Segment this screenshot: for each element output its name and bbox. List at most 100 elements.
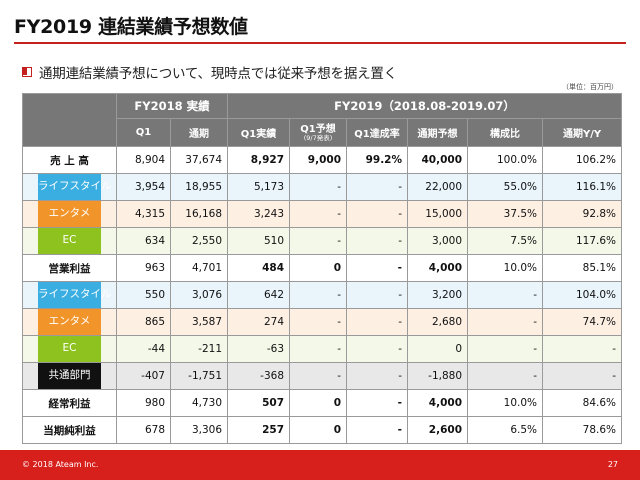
cell: - [346,200,409,228]
segment-label: ライフスタイル [38,282,112,308]
cell: 18,955 [169,173,229,201]
cell: 99.2% [346,146,409,174]
cell: -1,751 [169,362,229,390]
cell: 3,306 [169,416,229,444]
cell: 116.1% [542,173,623,201]
cell: - [346,362,409,390]
cell: 2,550 [169,227,229,255]
segment-label: EC [38,228,101,254]
cell: - [289,335,348,363]
cell: 9,000 [289,146,348,174]
cell: 40,000 [407,146,469,174]
cell: 865 [116,308,171,336]
segment-label: EC [38,336,101,362]
cell: 15,000 [407,200,469,228]
cell: - [467,308,544,336]
segment-tag-lifestyle: ライフスタイル [22,281,117,309]
page-number: 27 [607,460,618,469]
table-row-sales-entertainment: エンタメ 4,315 16,168 3,243 - - 15,000 37.5%… [22,200,623,228]
cell: 10.0% [467,389,544,417]
cell: 22,000 [407,173,469,201]
cell: 510 [227,227,291,255]
cell: 8,904 [116,146,171,174]
cell: - [346,173,409,201]
cell: 550 [116,281,171,309]
cell: 6.5% [467,416,544,444]
cell: 106.2% [542,146,623,174]
cell: 3,200 [407,281,469,309]
copyright: © 2018 Ateam Inc. [22,460,99,469]
cell: - [289,362,348,390]
cell: - [289,308,348,336]
cell: 10.0% [467,254,544,282]
table-row-sales-lifestyle: ライフスタイル 3,954 18,955 5,173 - - 22,000 55… [22,173,623,201]
header-full-forecast: 通期予想 [407,118,469,147]
cell: - [289,227,348,255]
cell: 55.0% [467,173,544,201]
cell: 257 [227,416,291,444]
table-row-sales-ec: EC 634 2,550 510 - - 3,000 7.5% 117.6% [22,227,623,255]
header-full-year: 通期 [169,118,229,147]
cell: 84.6% [542,389,623,417]
cell: 642 [227,281,291,309]
segment-tag-entertainment: エンタメ [22,200,117,228]
bullet-point: 通期連結業績予想について、現時点では従来予想を据え置く [22,62,397,82]
header-q1-rate: Q1達成率 [346,118,409,147]
footer-bar: © 2018 Ateam Inc. 27 [0,450,640,480]
table-row-operating-profit: 営業利益 963 4,701 484 0 - 4,000 10.0% 85.1% [22,254,623,282]
table-row-op-common: 共通部門 -407 -1,751 -368 - - -1,880 - - [22,362,623,390]
segment-label: 共通部門 [38,363,101,389]
cell: 484 [227,254,291,282]
cell: 37,674 [169,146,229,174]
cell: 634 [116,227,171,255]
table-row-ordinary-profit: 経常利益 980 4,730 507 0 - 4,000 10.0% 84.6% [22,389,623,417]
cell: - [346,389,409,417]
cell: - [467,281,544,309]
cell: 0 [289,416,348,444]
cell: - [346,254,409,282]
segment-label: エンタメ [38,201,101,227]
cell: 5,173 [227,173,291,201]
cell: -44 [116,335,171,363]
cell: 678 [116,416,171,444]
cell: - [346,281,409,309]
bullet-text: 通期連結業績予想について、現時点では従来予想を据え置く [39,66,398,82]
cell: 2,600 [407,416,469,444]
cell: 92.8% [542,200,623,228]
cell: - [467,335,544,363]
segment-tag-lifestyle: ライフスタイル [22,173,117,201]
table-row-op-lifestyle: ライフスタイル 550 3,076 642 - - 3,200 - 104.0% [22,281,623,309]
cell: 0 [407,335,469,363]
cell: 7.5% [467,227,544,255]
segment-label: エンタメ [38,309,101,335]
cell: -368 [227,362,291,390]
row-label: 当期純利益 [22,416,117,444]
cell: - [542,362,623,390]
cell: 3,243 [227,200,291,228]
cell: 37.5% [467,200,544,228]
cell: - [289,281,348,309]
cell: 117.6% [542,227,623,255]
cell: 16,168 [169,200,229,228]
cell: -1,880 [407,362,469,390]
cell: 980 [116,389,171,417]
cell: 3,587 [169,308,229,336]
table-row-sales: 売 上 高 8,904 37,674 8,927 9,000 99.2% 40,… [22,146,623,174]
title-divider [14,42,626,44]
cell: 3,076 [169,281,229,309]
square-bullet-icon [22,67,32,77]
cell: - [289,200,348,228]
row-label: 売 上 高 [22,146,117,174]
cell: 74.7% [542,308,623,336]
segment-tag-entertainment: エンタメ [22,308,117,336]
cell: - [346,335,409,363]
header-corner [22,93,117,147]
header-q1: Q1 [116,118,171,147]
segment-tag-common: 共通部門 [22,362,117,390]
cell: 4,000 [407,389,469,417]
cell: - [542,335,623,363]
cell: - [346,416,409,444]
table-row-net-profit: 当期純利益 678 3,306 257 0 - 2,600 6.5% 78.6% [22,416,623,444]
cell: 274 [227,308,291,336]
header-q1-forecast-label: Q1予想 [300,123,336,135]
